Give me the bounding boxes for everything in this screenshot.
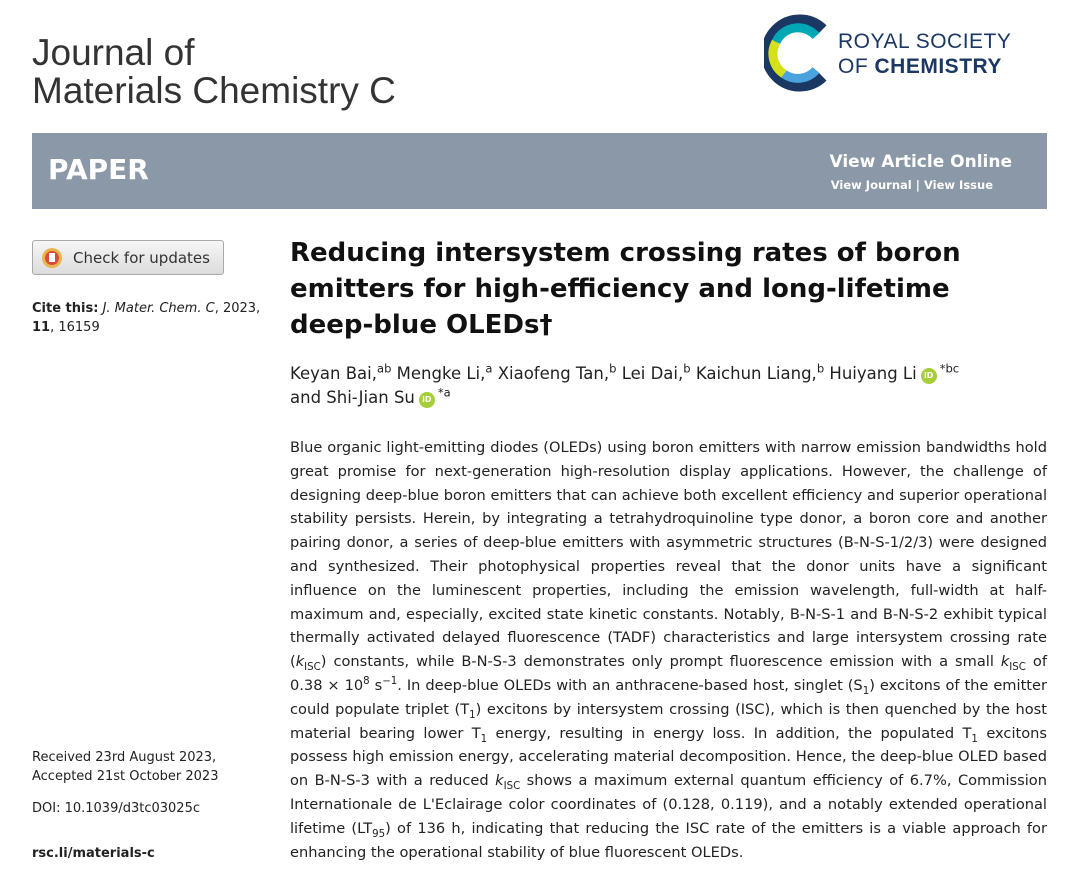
text-i: k <box>1000 653 1010 671</box>
author-name: Keyan Bai, <box>290 364 377 383</box>
text-run: ) constants, while B-N-S-3 demonstrates … <box>320 653 1001 671</box>
check-updates-label: Check for updates <box>73 248 210 267</box>
author: Huiyang Li iD *bc <box>829 361 960 384</box>
accepted: Accepted 21st October 2023 <box>32 769 219 784</box>
rsc-line: OF CHEMISTRY <box>838 54 1011 79</box>
text-run: ) excitons by intersystem crossing (ISC)… <box>290 700 1047 742</box>
text-sub: 1 <box>480 733 488 745</box>
affiliation: a <box>485 361 493 376</box>
author-name: Lei Dai, <box>621 364 684 383</box>
rsc-chem: CHEMISTRY <box>874 55 1002 78</box>
text-run: ) of 136 h, indicating that reducing the… <box>290 819 1047 861</box>
rsc-name: ROYAL SOCIETY OF CHEMISTRY <box>838 29 1011 79</box>
text-sub: 1 <box>971 733 978 745</box>
view-online-link[interactable]: View Article Online <box>829 152 1012 172</box>
author: Xiaofeng Tan,b <box>497 361 617 383</box>
orcid-icon[interactable]: iD <box>418 392 435 408</box>
author-name: Kaichun Liang, <box>695 364 817 383</box>
section-label: PAPER <box>48 153 149 186</box>
view-issue-link[interactable]: View Issue <box>923 178 993 192</box>
author: Mengke Li,a <box>396 361 493 383</box>
check-updates-button[interactable]: Check for updates <box>32 240 224 275</box>
citation: Cite this: J. Mater. Chem. C, 2023, 11, … <box>32 299 267 337</box>
author: Kaichun Liang,b <box>695 361 825 383</box>
text-run: s <box>369 676 383 694</box>
text-run: of 0.38 × 10 <box>290 653 1047 694</box>
banner: PAPER View Article Online View Journal |… <box>32 133 1047 209</box>
affiliation: b <box>609 361 617 376</box>
doi: DOI: 10.1039/d3tc03025c <box>32 801 200 816</box>
author: Keyan Bai,ab <box>290 361 392 383</box>
rsc-logo <box>764 14 827 92</box>
author-name: and Shi-Jian Su <box>290 388 415 407</box>
affiliation: ab <box>377 361 392 376</box>
text-sub: 1 <box>862 685 870 697</box>
text-sub: 1 <box>469 709 476 721</box>
view-journal-link[interactable]: View Journal <box>830 178 912 192</box>
text-run: energy, resulting in energy loss. In add… <box>487 724 972 742</box>
affiliation: b <box>816 361 825 376</box>
text-b: 11 <box>32 320 51 335</box>
authors: Keyan Bai,ab Mengke Li,a Xiaofeng Tan,b … <box>290 362 1050 410</box>
rsc-of: OF <box>838 55 869 78</box>
text-run: shows a maximum external quantum efficie… <box>290 772 1047 837</box>
text-sub: ISC <box>1009 662 1026 674</box>
author: Lei Dai,b <box>621 361 691 383</box>
journal-title: Journal of Materials Chemistry C <box>32 34 396 110</box>
text-run: , 2023, <box>214 301 261 316</box>
text-i: J. Mater. Chem. C <box>102 301 215 316</box>
text-run: , 16159 <box>50 320 100 335</box>
text-sup: −1 <box>382 676 398 688</box>
abstract: Blue organic light-emitting diodes (OLED… <box>290 436 1047 864</box>
orcid-icon[interactable]: iD <box>920 368 937 384</box>
check-icon <box>42 247 62 268</box>
view-links: View Journal | View Issue <box>831 178 993 192</box>
rsc-line: ROYAL SOCIETY <box>838 30 1012 53</box>
affiliation: b <box>683 361 691 376</box>
author-name: Mengke Li, <box>396 364 486 383</box>
received: Received 23rd August 2023, <box>32 750 217 765</box>
text-sup: 8 <box>363 676 370 688</box>
affiliation: *a <box>437 385 451 400</box>
separator: | <box>915 178 920 192</box>
author-name: Xiaofeng Tan, <box>497 364 610 383</box>
journal-line: Materials Chemistry C <box>32 70 396 111</box>
text-sub: ISC <box>503 781 521 793</box>
journal-url[interactable]: rsc.li/materials-c <box>32 846 155 861</box>
text-b: Cite this: <box>32 301 99 316</box>
journal-line: Journal of <box>32 32 195 73</box>
text-run: excitons possess high emission energy, a… <box>290 724 1047 790</box>
text-i: k <box>495 772 504 790</box>
author: and Shi-Jian Su iD *a <box>290 385 451 408</box>
author-name: Huiyang Li <box>829 364 917 383</box>
text-sub: ISC <box>304 662 321 674</box>
article-title: Reducing intersystem crossing rates of b… <box>290 238 961 340</box>
text-i: k <box>295 653 305 671</box>
text-run: . In deep-blue OLEDs with an anthracene-… <box>397 676 863 694</box>
text-sub: 95 <box>372 828 386 840</box>
text-run: Blue organic light-emitting diodes (OLED… <box>290 439 1047 671</box>
affiliation: *bc <box>939 361 960 376</box>
text-run: ) excitons of the emitter could populate… <box>290 676 1047 718</box>
